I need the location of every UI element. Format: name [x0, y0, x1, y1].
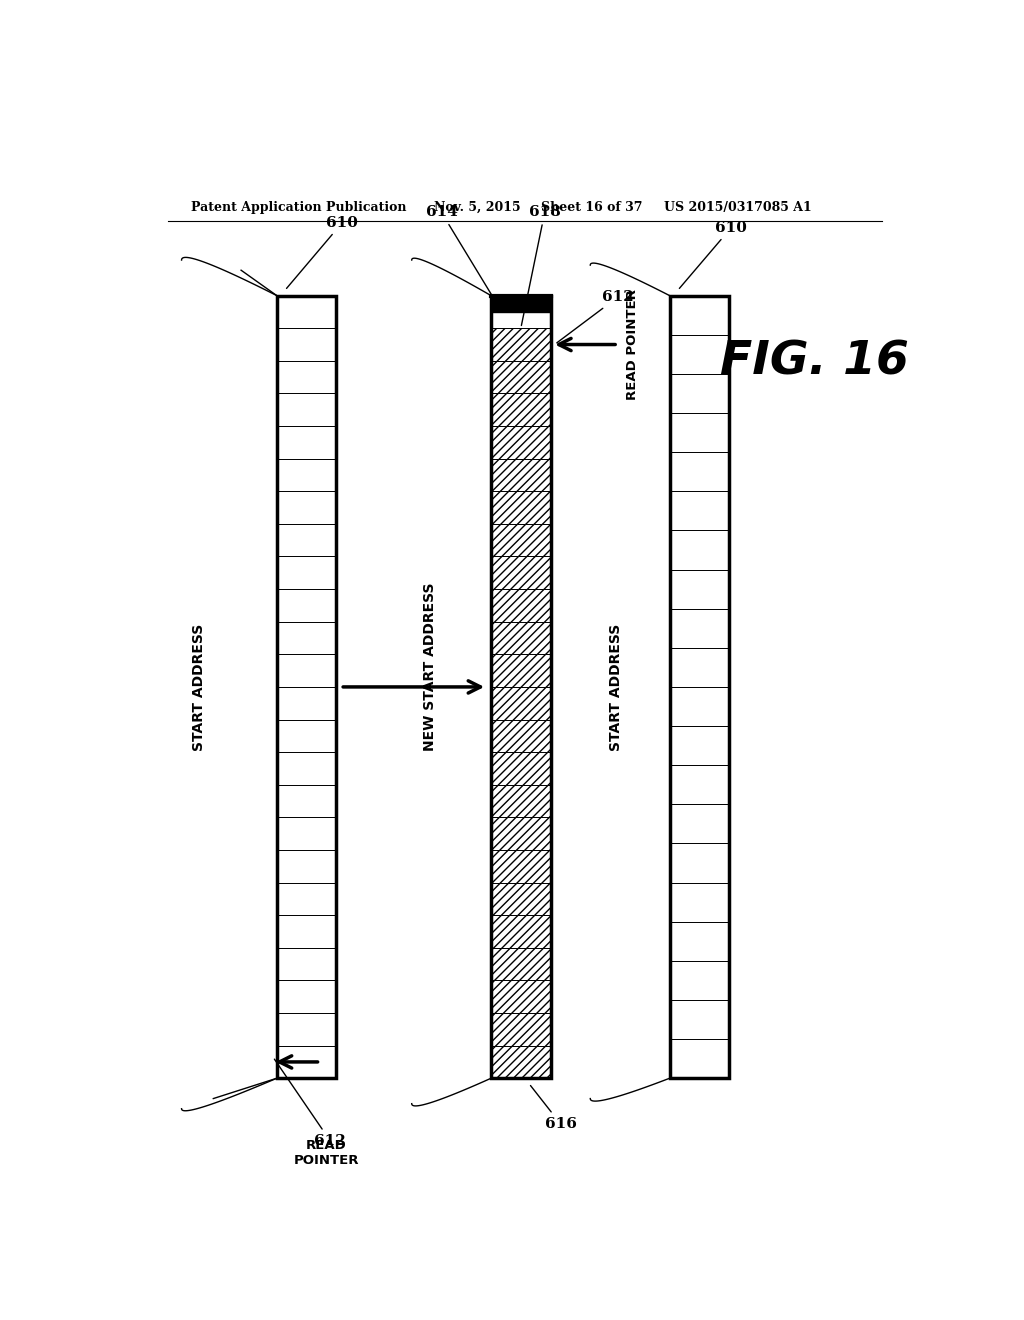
- Bar: [276, 296, 336, 329]
- Bar: [492, 296, 551, 312]
- Bar: [492, 296, 551, 1078]
- Bar: [492, 1045, 551, 1078]
- Text: US 2015/0317085 A1: US 2015/0317085 A1: [664, 201, 811, 214]
- Bar: [276, 719, 336, 752]
- Text: READ
POINTER: READ POINTER: [294, 1139, 359, 1167]
- Bar: [492, 426, 551, 458]
- Text: START ADDRESS: START ADDRESS: [609, 623, 623, 751]
- Bar: [670, 531, 729, 569]
- Bar: [276, 296, 336, 1078]
- Text: 610: 610: [679, 220, 748, 288]
- Text: NEW START ADDRESS: NEW START ADDRESS: [423, 582, 436, 751]
- Text: READ POINTER: READ POINTER: [626, 289, 639, 400]
- Bar: [276, 655, 336, 686]
- Text: 614: 614: [426, 206, 494, 298]
- Bar: [492, 458, 551, 491]
- Bar: [276, 360, 336, 393]
- Bar: [276, 491, 336, 524]
- Bar: [670, 686, 729, 726]
- Bar: [670, 296, 729, 335]
- Bar: [492, 655, 551, 686]
- Bar: [492, 329, 551, 360]
- Bar: [276, 686, 336, 719]
- Bar: [492, 719, 551, 752]
- Bar: [670, 843, 729, 883]
- Bar: [276, 785, 336, 817]
- Bar: [492, 686, 551, 719]
- Text: 612: 612: [274, 1059, 346, 1148]
- Bar: [276, 981, 336, 1012]
- Bar: [670, 374, 729, 413]
- Bar: [276, 329, 336, 360]
- Text: START ADDRESS: START ADDRESS: [193, 623, 207, 751]
- Bar: [276, 752, 336, 785]
- Bar: [670, 921, 729, 961]
- Bar: [492, 752, 551, 785]
- Bar: [492, 393, 551, 426]
- Text: 610: 610: [287, 215, 358, 288]
- Text: 616: 616: [530, 1085, 577, 1131]
- Bar: [492, 622, 551, 655]
- Bar: [276, 524, 336, 557]
- Bar: [492, 296, 551, 329]
- Bar: [670, 1001, 729, 1039]
- Bar: [492, 883, 551, 915]
- Bar: [276, 883, 336, 915]
- Bar: [492, 360, 551, 393]
- Bar: [492, 557, 551, 589]
- Bar: [492, 785, 551, 817]
- Text: Patent Application Publication: Patent Application Publication: [191, 201, 407, 214]
- Bar: [492, 491, 551, 524]
- Bar: [670, 766, 729, 804]
- Bar: [670, 883, 729, 921]
- Bar: [492, 850, 551, 883]
- Bar: [670, 804, 729, 843]
- Bar: [670, 609, 729, 648]
- Text: Sheet 16 of 37: Sheet 16 of 37: [541, 201, 642, 214]
- Bar: [492, 524, 551, 557]
- Bar: [670, 648, 729, 686]
- Text: 612: 612: [557, 290, 634, 343]
- Bar: [276, 622, 336, 655]
- Bar: [276, 850, 336, 883]
- Bar: [670, 335, 729, 374]
- Bar: [276, 1045, 336, 1078]
- Bar: [492, 915, 551, 948]
- Bar: [276, 948, 336, 981]
- Text: Nov. 5, 2015: Nov. 5, 2015: [433, 201, 520, 214]
- Bar: [276, 589, 336, 622]
- Bar: [670, 569, 729, 609]
- Bar: [276, 557, 336, 589]
- Bar: [670, 961, 729, 1001]
- Bar: [276, 426, 336, 458]
- Bar: [492, 981, 551, 1012]
- Bar: [670, 726, 729, 766]
- Bar: [276, 458, 336, 491]
- Bar: [276, 393, 336, 426]
- Text: FIG. 16: FIG. 16: [720, 339, 909, 384]
- Bar: [670, 453, 729, 491]
- Bar: [492, 589, 551, 622]
- Text: 618: 618: [521, 206, 561, 326]
- Bar: [670, 296, 729, 1078]
- Bar: [492, 948, 551, 981]
- Bar: [276, 915, 336, 948]
- Bar: [670, 1039, 729, 1078]
- Bar: [670, 413, 729, 453]
- Bar: [670, 491, 729, 531]
- Bar: [492, 1012, 551, 1045]
- Bar: [276, 817, 336, 850]
- Bar: [276, 1012, 336, 1045]
- Bar: [492, 817, 551, 850]
